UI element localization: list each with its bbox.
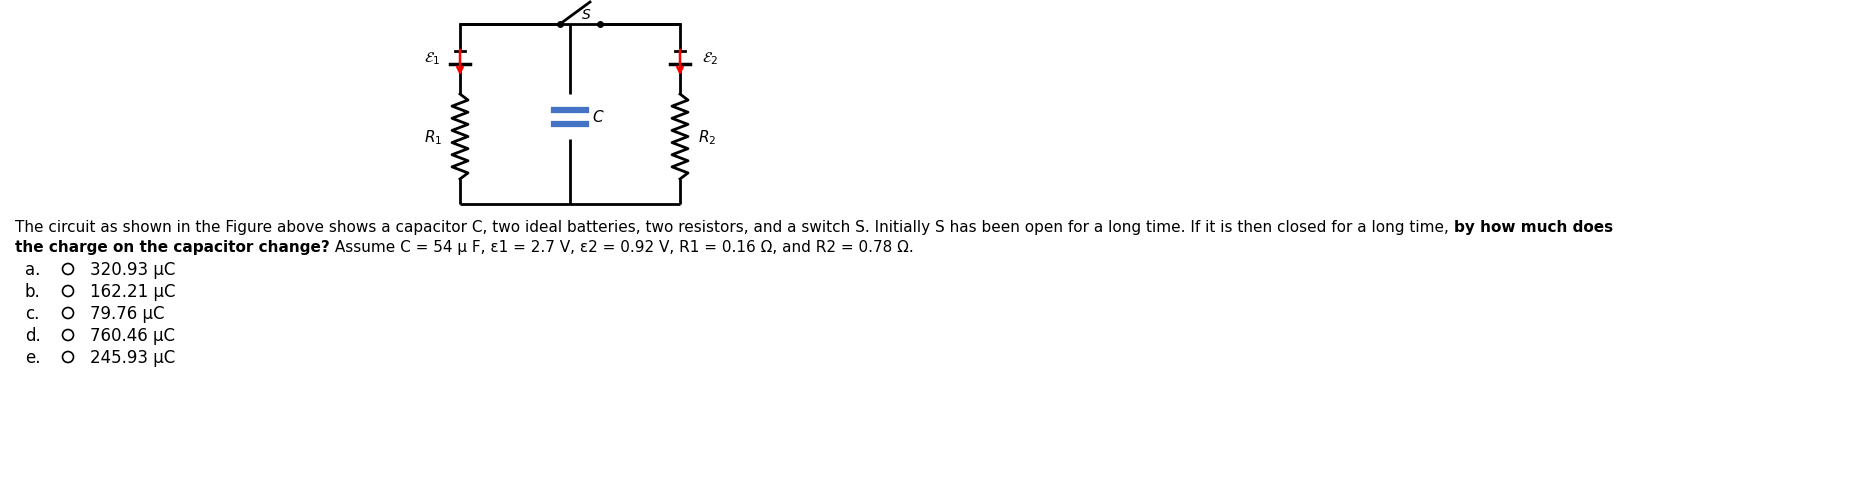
Text: a.: a. — [24, 261, 41, 279]
Text: Assume C = 54 μ F, ε1 = 2.7 V, ε2 = 0.92 V, R1 = 0.16 Ω, and R2 = 0.78 Ω.: Assume C = 54 μ F, ε1 = 2.7 V, ε2 = 0.92… — [329, 239, 914, 255]
Text: by how much does: by how much does — [1455, 219, 1614, 234]
Text: 162.21 μC: 162.21 μC — [90, 283, 176, 301]
Text: C: C — [592, 110, 603, 125]
Text: $R_2$: $R_2$ — [698, 128, 717, 147]
Text: b.: b. — [24, 283, 41, 301]
Text: $R_1$: $R_1$ — [423, 128, 442, 147]
Text: 245.93 μC: 245.93 μC — [90, 348, 176, 366]
Text: $\mathcal{E}_1$: $\mathcal{E}_1$ — [423, 50, 440, 67]
Text: 320.93 μC: 320.93 μC — [90, 261, 176, 279]
Text: e.: e. — [24, 348, 41, 366]
Text: The circuit as shown in the Figure above shows a capacitor C, two ideal batterie: The circuit as shown in the Figure above… — [15, 219, 1455, 234]
Text: c.: c. — [24, 305, 39, 322]
Text: S: S — [582, 8, 592, 22]
Text: $\mathcal{E}_2$: $\mathcal{E}_2$ — [702, 50, 719, 67]
Text: d.: d. — [24, 326, 41, 344]
Text: 79.76 μC: 79.76 μC — [90, 305, 165, 322]
Text: 760.46 μC: 760.46 μC — [90, 326, 174, 344]
Text: the charge on the capacitor change?: the charge on the capacitor change? — [15, 239, 329, 255]
